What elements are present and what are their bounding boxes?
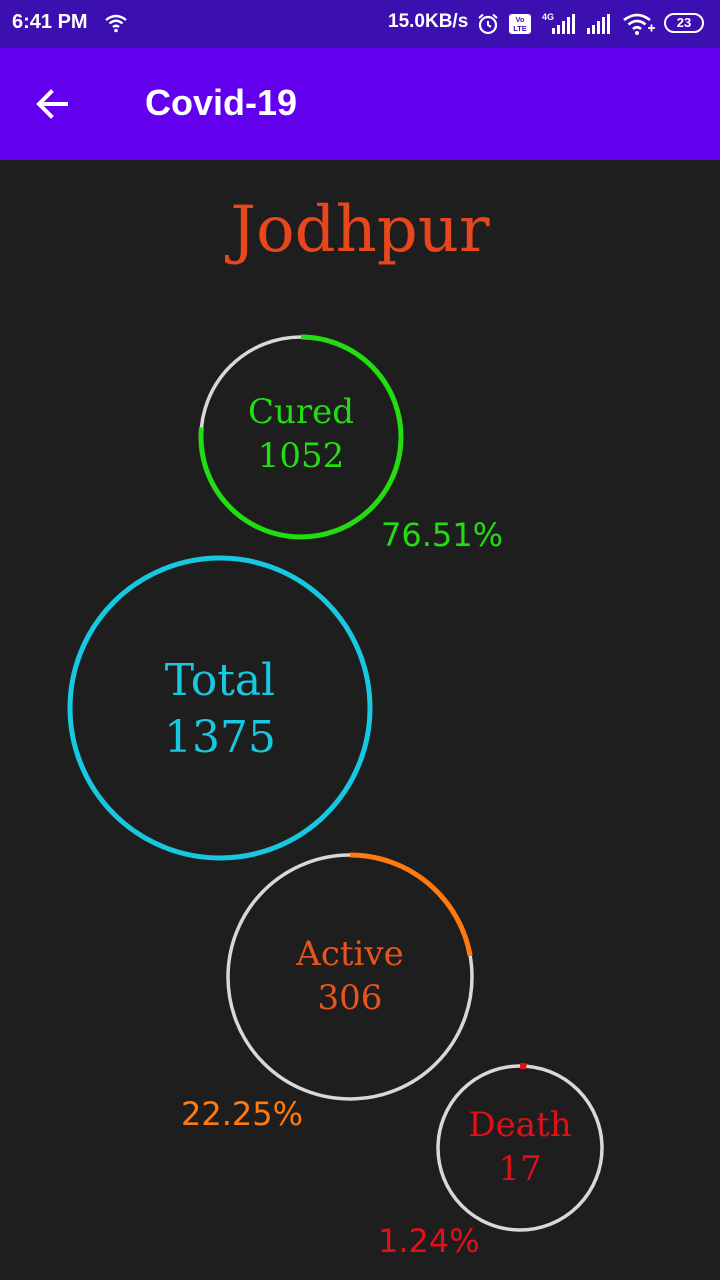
total-label-group: Total 1375 (67, 652, 373, 766)
back-button[interactable] (30, 82, 74, 126)
city-name: Jodhpur (230, 193, 490, 267)
cured-label-group: Cured 1052 (198, 390, 404, 478)
alarm-icon (478, 13, 498, 35)
progress-arc (349, 852, 473, 957)
active-count: 306 (317, 978, 383, 1019)
status-bar: 6:41 PM 15.0KB/s Vo LTE 4G 2 (0, 0, 720, 48)
status-time: 6:41 PM (12, 11, 88, 33)
wifi-icon (105, 14, 127, 33)
wifi-icon (623, 13, 655, 35)
death-count: 17 (498, 1149, 542, 1190)
active-percent: 22.25% (181, 1095, 304, 1133)
total-count: 1375 (164, 712, 276, 764)
app-bar: Covid-19 (0, 48, 720, 160)
svg-text:LTE: LTE (513, 24, 527, 33)
svg-text:Vo: Vo (515, 15, 524, 24)
signal-type-label: 4G (542, 12, 554, 22)
arrow-left-icon (36, 89, 68, 119)
signal-icon: 4G (542, 12, 575, 34)
signal-icon (587, 14, 610, 34)
active-ring (226, 852, 474, 1101)
total-label: Total (164, 655, 276, 706)
death-ring (436, 1063, 604, 1232)
death-percent: 1.24% (378, 1222, 480, 1260)
total-ring (67, 555, 373, 861)
progress-arc (198, 334, 404, 540)
cured-ring (198, 334, 404, 540)
network-rate: 15.0KB/s (388, 11, 469, 32)
cured-percent: 76.51% (381, 516, 504, 554)
cured-label: Cured (247, 392, 355, 432)
battery-icon: 23 (664, 13, 704, 33)
death-label-group: Death 17 (436, 1103, 604, 1191)
page-title: Covid-19 (145, 82, 298, 123)
volte-icon: Vo LTE (509, 14, 531, 34)
active-label: Active (296, 934, 404, 974)
death-label: Death (468, 1105, 572, 1145)
battery-level: 23 (676, 15, 692, 30)
cured-count: 1052 (257, 436, 345, 477)
active-label-group: Active 306 (226, 932, 474, 1020)
